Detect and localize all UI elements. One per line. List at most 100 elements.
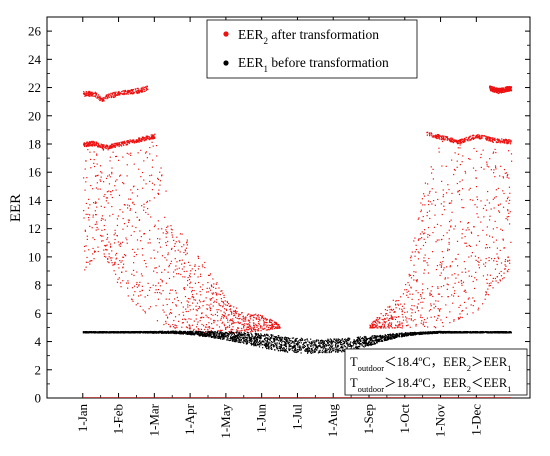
eer2-point [485,244,488,246]
eer2-point [239,314,241,316]
eer2-point [141,248,143,250]
eer2-point [401,310,403,312]
eer2-point [208,322,210,324]
eer2-point [457,317,459,319]
eer2-plateau-point [496,88,499,90]
eer2-plateau-point [110,146,112,148]
eer2-point [441,263,443,265]
eer1-point [364,337,366,339]
eer2-plateau-point [115,94,117,97]
eer1-point [362,341,364,343]
eer2-plateau-point [495,91,497,93]
eer2-plateau-point [498,140,500,142]
eer2-point [379,327,382,329]
eer2-point [178,267,180,269]
eer2-plateau-point [87,91,90,93]
eer2-point [394,316,396,318]
eer2-point [240,330,242,332]
eer2-point [386,317,388,319]
eer2-point [486,282,488,284]
eer1-point [388,334,390,336]
eer2-point [396,299,398,302]
eer2-point [235,321,237,324]
eer1-point [323,340,325,342]
eer2-point [258,318,260,320]
eer2-point [230,319,233,321]
eer2-point [378,322,380,324]
eer2-point [453,292,456,295]
eer2-plateau-point [116,94,118,96]
eer1-point [288,344,290,346]
eer2-point [376,320,378,322]
eer2-point [248,320,251,322]
eer2-point [447,284,449,286]
eer1-point [356,339,358,341]
eer2-point [438,147,440,149]
eer2-point [111,167,113,169]
eer2-point [495,151,497,154]
eer2-point [235,307,238,309]
eer1-point [287,337,289,339]
eer2-point [222,301,224,304]
eer2-point [499,203,501,205]
eer2-point [96,154,98,156]
eer2-plateau-point [429,134,431,136]
eer2-point [243,317,245,319]
eer2-plateau-point [119,144,122,146]
eer2-point [110,245,112,247]
eer2-point [191,296,193,298]
eer2-point [238,314,240,316]
eer1-point [462,331,464,333]
eer2-point [430,290,432,292]
eer2-plateau-point [485,138,487,141]
eer2-plateau-point [113,145,116,148]
eer2-point [136,283,138,285]
eer2-point [423,269,426,271]
eer2-point [122,256,125,258]
eer2-plateau-point [142,139,144,141]
eer1-point [372,340,374,342]
eer2-point [183,270,185,273]
eer1-point [239,334,241,336]
eer2-point [233,306,235,308]
eer2-point [191,324,194,326]
eer1-point [373,335,375,337]
eer2-point [459,144,461,146]
eer2-point [167,271,169,273]
eer2-point [422,215,424,218]
eer1-point [276,338,278,340]
eer2-point [416,281,418,283]
eer2-point [168,298,170,300]
eer2-point [497,187,499,189]
eer2-point [185,310,187,313]
eer2-plateau-point [138,89,140,91]
eer1-point [262,340,264,342]
eer2-point [454,273,456,275]
eer2-point [186,300,188,302]
eer2-point [457,265,459,267]
eer2-plateau-point [491,88,494,90]
eer2-plateau-point [95,142,98,144]
eer2-point [113,242,116,244]
eer1-point [372,343,374,346]
eer2-point [115,254,117,256]
eer2-point [94,175,97,177]
eer2-plateau-point [144,86,147,88]
eer2-point [384,308,387,311]
eer2-plateau-point [114,96,116,98]
eer2-point [197,328,199,330]
eer2-plateau-point [143,140,146,142]
eer2-point [202,305,204,307]
eer1-point [267,334,269,336]
eer2-point [462,155,464,157]
eer1-point [380,338,382,340]
eer2-point [102,149,105,151]
eer1-point [250,337,252,339]
eer1-point [147,330,149,333]
eer2-plateau-point [138,90,140,92]
eer2-point [461,233,463,235]
eer2-point [496,260,498,262]
eer2-point [507,196,509,198]
eer1-point [256,341,258,343]
eer1-point [326,350,328,352]
